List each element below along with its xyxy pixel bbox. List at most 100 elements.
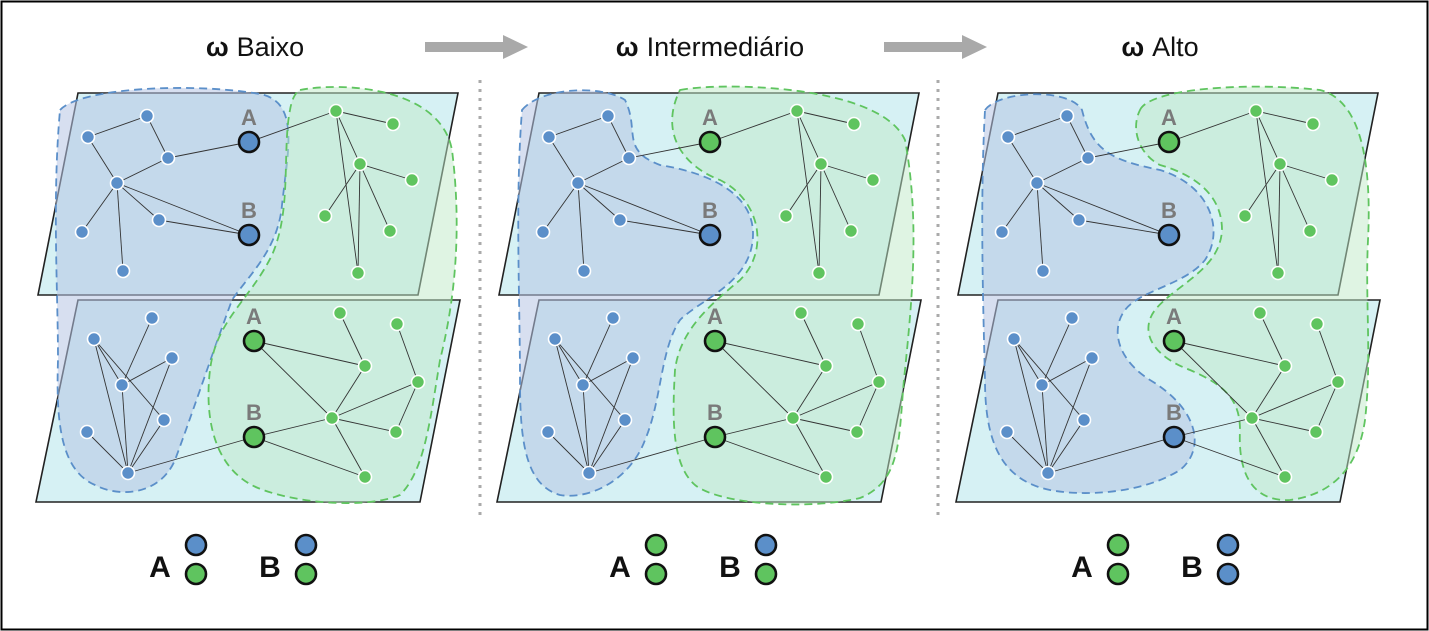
lower-layer-edge — [857, 323, 880, 383]
lower-layer-edge — [1013, 338, 1043, 386]
blue-community-region — [981, 93, 1215, 494]
lower-layer-edge — [792, 417, 827, 478]
upper-layer-edge — [607, 115, 630, 159]
lower-layer-node — [849, 424, 865, 440]
lower-layer-edge — [554, 338, 584, 386]
legend-node-b-upper — [1216, 533, 1240, 557]
lower-layer-node — [999, 424, 1015, 440]
upper-layer-edge — [324, 163, 361, 217]
upper-layer-edge — [1078, 219, 1170, 236]
lower-layer-edge — [588, 357, 634, 474]
lower-layer-edge — [127, 419, 165, 474]
lower-layer-node — [818, 469, 834, 485]
upper-layer-node — [811, 265, 827, 281]
upper-layer-edge — [1036, 182, 1044, 272]
lower-layer-edge — [856, 381, 880, 433]
upper-layer-edge — [1255, 110, 1281, 165]
upper-layer-node — [535, 224, 551, 240]
panel-low-omega: ω Baixo A B A B A B — [35, 32, 461, 586]
upper-layer-edge — [820, 163, 852, 232]
upper-layer-node-b — [698, 223, 722, 247]
upper-layer-node — [317, 208, 333, 224]
arrow-1 — [425, 35, 528, 59]
lower-layer-node — [1034, 377, 1050, 393]
lower-layer-edge — [800, 312, 827, 367]
lower-layer-node — [388, 424, 404, 440]
lower-layer-edge — [253, 417, 333, 438]
lower-layer-node — [1308, 424, 1324, 440]
panel-intermediate-omega: ω Intermediário A B A B A B — [496, 32, 922, 586]
lower-layer-edge — [1041, 317, 1073, 386]
lower-layer-node — [357, 469, 373, 485]
lower-layer-node — [547, 331, 563, 347]
lower-layer-edge — [331, 365, 366, 419]
upper-layer-node — [600, 108, 616, 124]
lower-layer-node — [818, 358, 834, 374]
lower-layer-edge — [1013, 338, 1049, 474]
upper-layer-edge — [1279, 163, 1333, 181]
upper-layer-node-a-label: A — [241, 105, 257, 130]
upper-layer-edge — [577, 157, 630, 184]
legend-label-a: A — [149, 551, 171, 584]
upper-layer-node — [139, 108, 155, 124]
upper-layer-node — [80, 129, 96, 145]
upper-layer-node-b — [1157, 223, 1181, 247]
lower-layer-edge — [121, 384, 129, 474]
upper-layer-edge — [1255, 110, 1279, 274]
lower-layer-node — [1277, 358, 1293, 374]
upper-layer-node — [109, 175, 125, 191]
arrow-2 — [884, 35, 987, 59]
lower-layer-edge — [1013, 338, 1085, 421]
lower-layer-node — [1040, 465, 1056, 481]
lower-layer-node — [164, 350, 180, 366]
legend-node-a-lower — [184, 562, 208, 586]
green-community-region — [207, 86, 458, 504]
lower-layer-node — [389, 316, 405, 332]
lower-layer-edge — [714, 436, 827, 478]
lower-layer-edge — [1316, 323, 1339, 383]
lower-layer-node — [871, 374, 887, 390]
legend-node-a-lower — [644, 562, 668, 586]
lower-layer-node — [120, 465, 136, 481]
legend-label-a: A — [609, 551, 631, 584]
lower-layer-edge — [554, 338, 626, 421]
upper-layer-node-b-label: B — [702, 198, 718, 223]
lower-layer-edge — [582, 317, 614, 386]
omega-level-label: Baixo — [237, 32, 305, 62]
upper-layer-node-b — [237, 223, 261, 247]
legend-node-a-upper — [1106, 533, 1130, 557]
legend-node-a-lower — [1106, 562, 1130, 586]
upper-layer-node-a-label: A — [702, 105, 718, 130]
omega-level-label: Intermediário — [647, 32, 805, 62]
lower-layer-edge — [86, 431, 129, 474]
upper-layer-node — [385, 116, 401, 132]
upper-layer-node — [789, 103, 805, 119]
lower-layer-node-b-label: B — [707, 400, 723, 425]
upper-layer-node — [352, 156, 368, 172]
lower-layer-node — [625, 350, 641, 366]
lower-layer-edge — [582, 357, 634, 386]
panel-high-omega: ω Alto A B A B A B — [955, 32, 1381, 586]
upper-layer-edge — [87, 115, 148, 138]
lower-layer-node — [324, 410, 340, 426]
upper-layer-edge — [335, 110, 394, 125]
lower-layer-node — [156, 412, 172, 428]
upper-layer-node — [621, 150, 637, 166]
lower-layer-node — [540, 424, 556, 440]
omega-symbol: ω — [1121, 32, 1144, 62]
upper-layer-node — [541, 129, 557, 145]
green-community-region — [1135, 85, 1370, 501]
upper-layer-node — [1080, 150, 1096, 166]
upper-layer-node — [846, 116, 862, 132]
lower-layer-node-a-label: A — [1166, 304, 1182, 329]
upper-layer-edge — [818, 163, 822, 274]
lower-layer-edge — [1315, 381, 1339, 433]
upper-layer-node — [994, 224, 1010, 240]
upper-layer-edge — [796, 110, 820, 274]
upper-layer-edge — [619, 219, 711, 236]
lower-layer-edge — [331, 417, 397, 433]
lower-layer-edge — [582, 384, 590, 474]
lower-layer-edge — [588, 419, 626, 474]
lower-layer-node — [785, 410, 801, 426]
lower-layer-edge — [396, 323, 419, 383]
